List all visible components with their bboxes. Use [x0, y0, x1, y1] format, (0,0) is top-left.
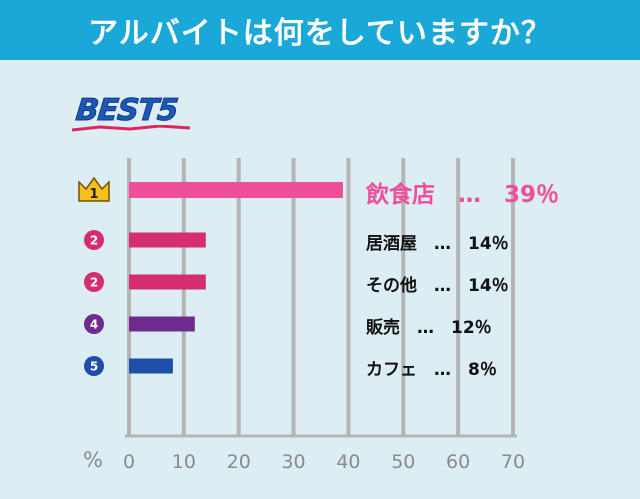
x-tick-label: 50	[391, 451, 415, 473]
rank-number: 2	[90, 234, 98, 248]
bar-label: 居酒屋 … 14％	[366, 234, 509, 254]
x-tick-label: 0	[123, 451, 135, 473]
x-tick-label: 60	[446, 451, 470, 473]
bars	[129, 182, 343, 374]
bar-label: カフェ … 8％	[366, 360, 497, 380]
rank-circle: 4	[84, 314, 104, 334]
bar	[129, 316, 195, 332]
rank-number: 2	[90, 276, 98, 290]
rank-markers: 1 2 2 4 5	[78, 176, 110, 376]
bar	[129, 274, 206, 290]
rank-circle: 5	[84, 356, 104, 376]
bar-label: 販売 … 12％	[366, 318, 492, 338]
x-tick-label: 10	[172, 451, 196, 473]
rank-number: 5	[90, 360, 98, 374]
x-tick-label: 70	[501, 451, 525, 473]
header-bar: アルバイトは何をしていますか？	[0, 0, 640, 60]
x-tick-label: 30	[281, 451, 305, 473]
rank-circle: 2	[84, 272, 104, 292]
page-title: アルバイトは何をしていますか？	[88, 16, 552, 51]
grid-lines	[125, 158, 517, 438]
x-tick-label: 20	[227, 451, 251, 473]
bar	[129, 182, 343, 198]
bar-label: その他 … 14％	[366, 276, 509, 296]
best-underline	[71, 125, 191, 132]
bar	[129, 232, 206, 248]
crown-icon: 1	[78, 176, 110, 202]
bar	[129, 358, 173, 374]
rank-number: 4	[90, 318, 98, 332]
content-panel	[0, 60, 640, 499]
rank-circle: 2	[84, 230, 104, 250]
x-tick-labels: 0 10 20 30 40 50 60 70	[123, 451, 525, 473]
rank-number: 1	[89, 187, 98, 202]
bar-label: 飲食店 … 39％	[366, 182, 560, 208]
x-tick-label: 40	[336, 451, 360, 473]
x-axis-unit: %	[83, 448, 103, 472]
